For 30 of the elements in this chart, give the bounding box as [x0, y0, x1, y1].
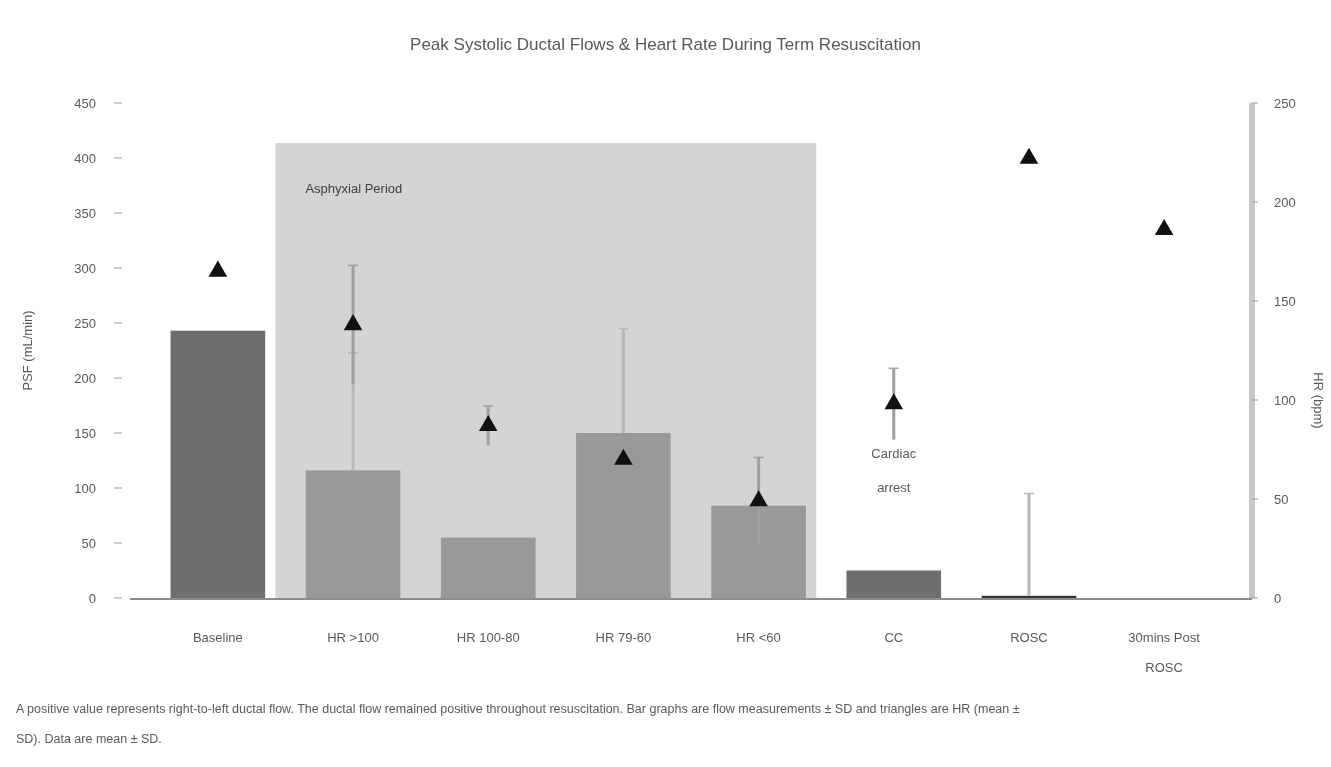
band-label: Asphyxial Period	[305, 181, 403, 196]
y2-tick-label: 0	[1274, 591, 1282, 606]
y-tick-label: 450	[74, 96, 96, 111]
y-tick-label: 400	[74, 151, 96, 166]
y-tick-label: 350	[74, 206, 96, 221]
x-tick-label: CC	[884, 630, 904, 645]
y2-tick-label: 100	[1274, 393, 1296, 408]
y2-tick-label: 250	[1274, 96, 1296, 111]
x-tick-label: ROSC	[1010, 630, 1048, 645]
x-tick-label: Baseline	[192, 630, 243, 645]
y-tick-label: 100	[74, 481, 96, 496]
chart-title: Peak Systolic Ductal Flows & Heart Rate During Term Resuscitation	[410, 35, 921, 54]
y-tick-label: 0	[88, 591, 96, 606]
text: A positive value represents right-to-left ductal flow. The ductal flow remained positive throughout resuscitation. Bar graphs are flow measurements ± SD and triangles are HR (mean ± SD). Data are mean ± SD.	[16, 702, 1020, 746]
y-tick-label: 200	[74, 371, 96, 386]
y-tick-label: 300	[74, 261, 96, 276]
x-tick-label: HR 100-80	[456, 630, 520, 645]
y2-tick-label: 50	[1274, 492, 1289, 507]
y-tick-label: 250	[74, 316, 96, 331]
y2-tick-label: 200	[1274, 195, 1296, 210]
text: Cardiac arrest	[871, 446, 917, 495]
y-tick-label: 50	[81, 536, 96, 551]
y2-axis-title: HR (bpm)	[1311, 372, 1326, 429]
x-tick-label: HR >100	[327, 630, 379, 645]
x-tick-label: 30mins Post ROSC	[1128, 630, 1201, 675]
y2-tick-label: 150	[1274, 294, 1296, 309]
x-tick-label: HR 79-60	[595, 630, 652, 645]
y-tick-label: 150	[74, 426, 96, 441]
y-axis-title: PSF (mL/min)	[20, 310, 35, 391]
x-tick-label: HR <60	[736, 630, 781, 645]
